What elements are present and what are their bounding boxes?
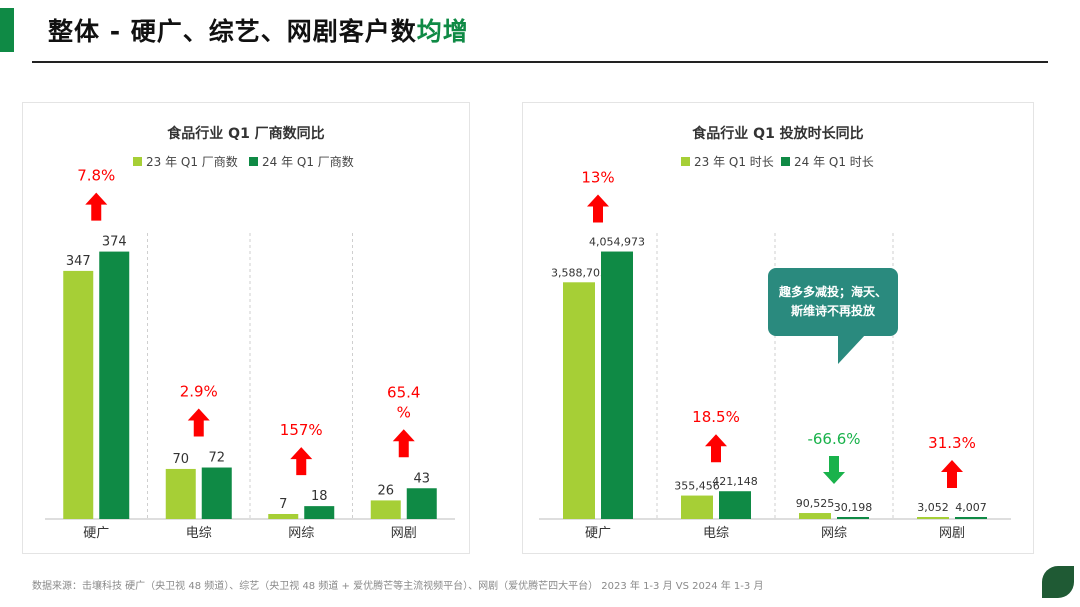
chart-title: 食品行业 Q1 厂商数同比 — [167, 125, 324, 142]
legend-label: 23 年 Q1 时长 — [694, 155, 774, 169]
legend-label: 23 年 Q1 厂商数 — [146, 154, 238, 169]
bar-value-label: 4,007 — [955, 501, 987, 514]
change-percent-label: 31.3% — [928, 434, 976, 452]
down-arrow-icon — [823, 456, 845, 485]
callout-line-1: 趣多多减投；海天、 — [778, 285, 887, 299]
callout-line-2: 斯维诗不再投放 — [790, 304, 875, 318]
corner-decoration — [1042, 566, 1074, 598]
bar-2024 — [406, 488, 437, 519]
bar-2024 — [601, 251, 633, 519]
change-percent-label: -66.6% — [807, 430, 860, 448]
callout-pointer — [838, 334, 866, 364]
bar-2023 — [563, 282, 595, 519]
bar-value-label: 7 — [279, 497, 287, 512]
bar-2024 — [955, 517, 987, 519]
bar-2023 — [268, 513, 299, 519]
up-arrow-icon — [290, 447, 313, 476]
bar-value-label: 43 — [413, 471, 430, 486]
page-title-highlight: 均增 — [416, 17, 469, 46]
bar-2024 — [837, 517, 869, 519]
bar-value-label: 70 — [172, 452, 189, 467]
legend-swatch — [249, 157, 258, 166]
bar-2023 — [799, 513, 831, 519]
page-title-main: 整体 - 硬广、综艺、网剧客户数 — [48, 17, 417, 46]
bar-value-label: 72 — [208, 451, 225, 466]
change-percent-label: 13% — [581, 169, 614, 187]
category-label: 网剧 — [391, 526, 417, 541]
bar-value-label: 355,456 — [674, 480, 720, 493]
bar-2024 — [719, 491, 751, 519]
bar-value-label: 374 — [102, 235, 127, 250]
change-percent-label: 65.4 — [387, 383, 420, 401]
bar-2024 — [201, 467, 232, 519]
category-label: 电综 — [703, 526, 729, 541]
bar-2023 — [917, 517, 949, 519]
up-arrow-icon — [941, 460, 963, 488]
legend-label: 24 年 Q1 厂商数 — [262, 154, 354, 169]
bar-2023 — [370, 500, 401, 519]
change-percent-label: 7.8% — [77, 167, 115, 185]
bar-2023 — [63, 270, 94, 519]
bar-value-label: 347 — [66, 254, 91, 269]
legend-swatch — [133, 157, 142, 166]
legend-swatch — [781, 157, 790, 166]
chart-panel-vendors: 食品行业 Q1 厂商数同比 23 年 Q1 厂商数 24 年 Q1 厂商数硬广 347… — [22, 102, 470, 554]
data-source-footnote: 数据来源：击壤科技 硬广（央卫视 48 频道）、综艺（央卫视 48 频道 + 爱… — [32, 581, 764, 592]
title-divider — [32, 61, 1048, 63]
up-arrow-icon — [705, 434, 727, 463]
up-arrow-icon — [587, 194, 609, 223]
legend-swatch — [681, 157, 690, 166]
up-arrow-icon — [392, 429, 415, 458]
change-percent-label: 18.5% — [692, 408, 740, 426]
category-label: 网综 — [821, 526, 847, 541]
chart-title: 食品行业 Q1 投放时长同比 — [692, 125, 863, 142]
bar-value-label: 421,148 — [712, 475, 758, 488]
bar-2024 — [304, 506, 335, 519]
bar-value-label: 4,054,973 — [589, 236, 645, 249]
bar-value-label: 3,588,705 — [551, 266, 607, 279]
bar-value-label: 18 — [311, 489, 328, 504]
bar-2023 — [681, 495, 713, 519]
bar-value-label: 3,052 — [917, 501, 949, 514]
bar-2024 — [99, 251, 130, 519]
bar-value-label: 90,525 — [796, 497, 835, 510]
change-percent-label: % — [397, 403, 411, 421]
legend-label: 24 年 Q1 时长 — [794, 155, 874, 169]
category-label: 电综 — [186, 526, 212, 541]
change-percent-label: 2.9% — [180, 383, 218, 401]
category-label: 网剧 — [939, 526, 965, 541]
annotation-callout: 趣多多减投；海天、 斯维诗不再投放 — [768, 268, 898, 336]
up-arrow-icon — [85, 192, 108, 221]
category-label: 网综 — [288, 526, 314, 541]
page-title: 整体 - 硬广、综艺、网剧客户数均增 — [48, 12, 469, 48]
bar-value-label: 30,198 — [834, 501, 873, 514]
up-arrow-icon — [187, 408, 210, 437]
bar-value-label: 26 — [377, 483, 394, 498]
header-accent-bar — [0, 8, 14, 52]
category-label: 硬广 — [585, 526, 611, 541]
category-label: 硬广 — [83, 526, 109, 541]
change-percent-label: 157% — [280, 421, 323, 439]
bar-2023 — [165, 468, 196, 519]
